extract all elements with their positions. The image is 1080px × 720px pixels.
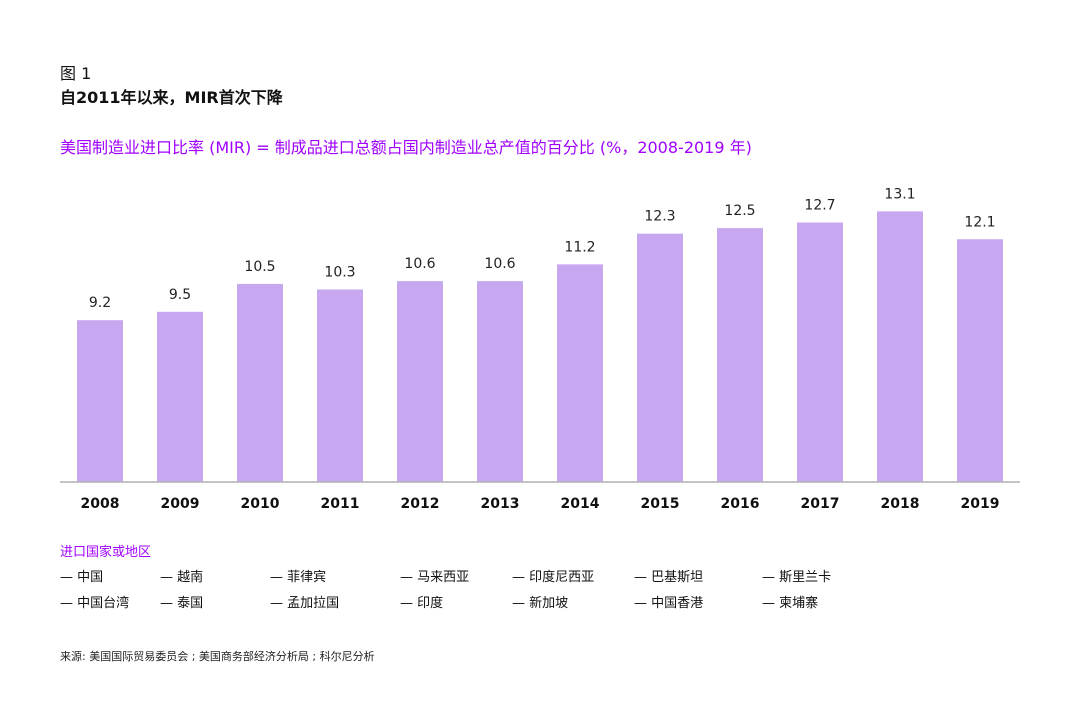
legend-item: — 巴基斯坦 xyxy=(634,570,704,585)
value-label-2010: 10.5 xyxy=(244,259,275,275)
legend-item: — 印度尼西亚 xyxy=(512,570,595,585)
legend-item: — 斯里兰卡 xyxy=(762,570,832,585)
value-label-2019: 12.1 xyxy=(964,214,995,230)
value-label-2013: 10.6 xyxy=(484,256,515,272)
bar-2015 xyxy=(637,233,683,482)
legend-item: — 新加坡 xyxy=(512,596,569,611)
value-label-2008: 9.2 xyxy=(89,295,111,311)
bar-2014 xyxy=(557,264,603,482)
legend-item: — 中国台湾 xyxy=(60,596,130,611)
bar-2011 xyxy=(317,289,363,482)
x-tick-2011: 2011 xyxy=(321,496,360,512)
x-tick-2015: 2015 xyxy=(641,496,680,512)
x-tick-2016: 2016 xyxy=(721,496,760,512)
value-label-2011: 10.3 xyxy=(324,264,355,280)
x-tick-2010: 2010 xyxy=(241,496,280,512)
x-tick-2012: 2012 xyxy=(401,496,440,512)
bar-2010 xyxy=(237,283,283,482)
value-labels-group: 9.2 9.5 10.5 10.3 10.6 10.6 11.2 12.3 12.5 12.7 13… xyxy=(89,186,996,311)
country-legend: — 中国 — 越南 — 菲律宾 — 马来西亚 — 印度尼西亚 — 巴基斯坦 — … xyxy=(60,566,1060,618)
x-tick-2017: 2017 xyxy=(801,496,840,512)
bar-2019 xyxy=(957,239,1003,482)
x-tick-labels-group: 2008 2009 2010 2011 2012 2013 2014 2015 2016 2017… xyxy=(81,496,1000,512)
bar-2013 xyxy=(477,281,523,482)
x-tick-2008: 2008 xyxy=(81,496,120,512)
legend-item: — 孟加拉国 xyxy=(270,596,340,611)
value-label-2012: 10.6 xyxy=(404,256,435,272)
bar-2017 xyxy=(797,222,843,482)
value-label-2017: 12.7 xyxy=(804,198,835,214)
chart-subtitle: 美国制造业进口比率 (MIR) = 制成品进口总额占国内制造业总产值的百分比 (… xyxy=(60,138,752,157)
x-tick-2009: 2009 xyxy=(161,496,200,512)
source-note: 来源: 美国国际贸易委员会 ; 美国商务部经济分析局 ; 科尔尼分析 xyxy=(60,650,375,663)
bar-2009 xyxy=(157,311,203,482)
bar-2012 xyxy=(397,281,443,482)
x-tick-2014: 2014 xyxy=(561,496,600,512)
value-label-2018: 13.1 xyxy=(884,186,915,202)
legend-item: — 泰国 xyxy=(160,596,204,611)
bars-group xyxy=(77,211,1003,482)
legend-item: — 中国香港 xyxy=(634,596,704,611)
legend-title: 进口国家或地区 xyxy=(60,545,152,560)
value-label-2016: 12.5 xyxy=(724,203,755,219)
value-label-2009: 9.5 xyxy=(169,287,191,303)
x-tick-2013: 2013 xyxy=(481,496,520,512)
legend-item: — 印度 xyxy=(400,596,444,611)
legend-item: — 马来西亚 xyxy=(400,570,470,585)
figure-label: 图 1 xyxy=(60,64,92,83)
legend-item: — 柬埔寨 xyxy=(762,596,819,611)
value-label-2015: 12.3 xyxy=(644,209,675,225)
bar-chart: 9.2 9.5 10.5 10.3 10.6 10.6 11.2 12.3 12.5 12.7 13… xyxy=(60,186,1020,512)
legend-item: — 菲律宾 xyxy=(270,570,327,585)
legend-item: — 越南 xyxy=(160,570,204,585)
x-tick-2019: 2019 xyxy=(961,496,1000,512)
x-tick-2018: 2018 xyxy=(881,496,920,512)
bar-2008 xyxy=(77,320,123,482)
chart-title: 自2011年以来，MIR首次下降 xyxy=(60,88,283,107)
bar-2018 xyxy=(877,211,923,482)
bar-2016 xyxy=(717,228,763,482)
value-label-2014: 11.2 xyxy=(564,239,595,255)
legend-item: — 中国 xyxy=(60,570,104,585)
